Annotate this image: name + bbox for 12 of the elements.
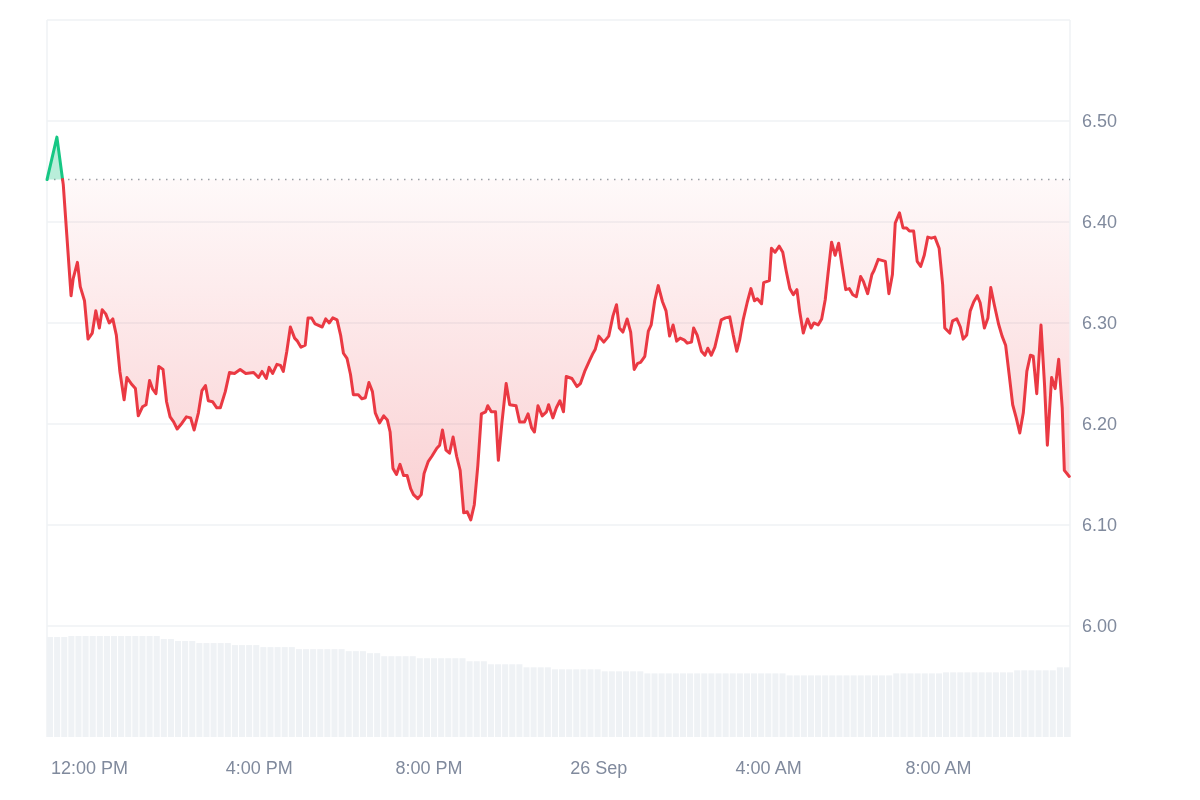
y-tick-label: 6.10 xyxy=(1082,514,1118,535)
x-tick-label: 12:00 PM xyxy=(50,758,128,778)
y-tick-label: 6.50 xyxy=(1082,110,1118,131)
x-tick-label: 4:00 AM xyxy=(735,758,802,778)
y-tick-label: 6.20 xyxy=(1082,413,1118,434)
y-tick-label: 6.40 xyxy=(1082,211,1118,232)
y-tick-label: 6.00 xyxy=(1082,615,1118,636)
x-tick-label: 8:00 PM xyxy=(395,758,463,778)
x-tick-label: 26 Sep xyxy=(570,758,628,778)
x-tick-label: 8:00 AM xyxy=(905,758,972,778)
y-tick-label: 6.30 xyxy=(1082,312,1118,333)
x-tick-label: 4:00 PM xyxy=(225,758,293,778)
